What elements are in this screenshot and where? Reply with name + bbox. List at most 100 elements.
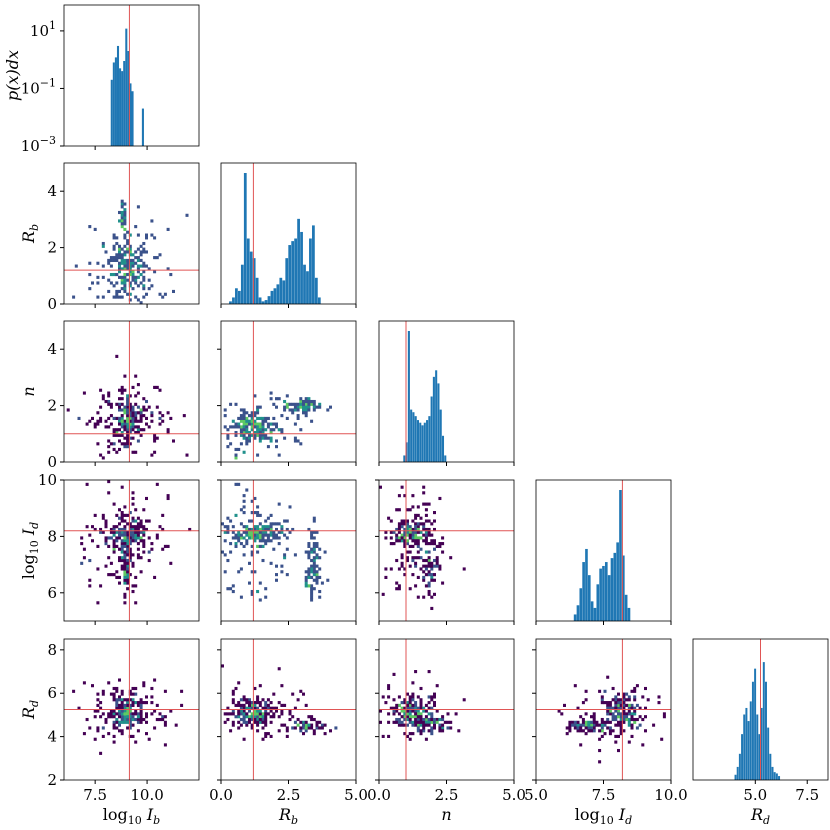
density-cell-103	[120, 202, 124, 206]
density-cell-9	[414, 709, 418, 713]
density-cell-150	[123, 703, 127, 707]
density-cell-42	[256, 544, 260, 548]
density-cell-143	[662, 715, 666, 719]
density-cell-35	[131, 712, 135, 716]
density-cell-214	[269, 513, 273, 517]
density-cell-164	[93, 513, 97, 517]
density-cell-152	[406, 734, 409, 738]
density-cell-131	[419, 686, 423, 691]
density-cell-129	[169, 709, 173, 713]
density-cell-39	[627, 712, 631, 716]
density-cell-11	[120, 287, 124, 291]
density-cell-29	[123, 706, 127, 710]
density-cell-123	[285, 394, 289, 398]
density-cell-198	[158, 292, 162, 296]
density-cell-85	[397, 717, 401, 722]
density-cell-137	[400, 553, 404, 557]
density-cell-185	[283, 703, 287, 707]
density-cell-119	[435, 558, 439, 563]
density-cell-155	[237, 701, 241, 705]
density-cell-193	[606, 675, 610, 679]
density-cell-180	[150, 233, 154, 237]
hist-bar-10	[258, 297, 262, 304]
density-cell-45	[126, 442, 130, 446]
density-cell-178	[155, 436, 159, 440]
density-cell-166	[239, 442, 243, 446]
density-cell-181	[107, 439, 111, 443]
density-cell-26	[256, 712, 260, 716]
density-cell-148	[288, 717, 292, 722]
density-cell-54	[134, 261, 138, 265]
density-cell-87	[250, 519, 254, 523]
density-cell-43	[126, 258, 130, 262]
density-cell-11	[123, 720, 127, 724]
density-cell-89	[237, 709, 241, 713]
density-cell-221	[120, 516, 124, 520]
density-cell-152	[614, 734, 618, 738]
density-cell-60	[115, 720, 119, 724]
density-cell-144	[88, 287, 92, 291]
density-cell-75	[131, 405, 135, 409]
density-cell-0	[118, 536, 121, 540]
density-cell-110	[299, 720, 303, 724]
density-cell-168	[280, 564, 284, 568]
density-cell-197	[136, 556, 140, 560]
density-cell-189	[266, 436, 270, 440]
density-cell-121	[304, 399, 308, 404]
density-cell-99	[123, 216, 127, 220]
density-cell-129	[603, 732, 607, 736]
density-cell-51	[239, 416, 243, 420]
density-cell-162	[158, 388, 162, 392]
density-cell-182	[630, 734, 634, 738]
density-cell-35	[416, 695, 420, 699]
density-cell-152	[134, 295, 138, 299]
density-cell-137	[223, 720, 227, 724]
density-cell-1	[131, 536, 135, 540]
density-cell-31	[134, 539, 138, 543]
density-cell-116	[112, 723, 116, 727]
density-cell-180	[438, 496, 442, 501]
density-cell-113	[134, 374, 138, 378]
density-cell-16	[258, 416, 262, 420]
density-cell-61	[258, 527, 262, 532]
density-cell-11	[136, 439, 140, 443]
density-cell-182	[99, 453, 103, 457]
density-cell-109	[107, 681, 111, 685]
density-cell-49	[403, 542, 407, 546]
hist-bar-2	[235, 288, 238, 304]
density-cell-206	[242, 499, 246, 503]
hist-panel-logIb	[110, 5, 144, 147]
density-cell-146	[590, 715, 593, 719]
hist-bar-1	[232, 297, 235, 304]
density-cell-56	[242, 709, 246, 713]
density-cell-171	[112, 428, 116, 432]
density-cell-20	[134, 701, 138, 705]
density-cell-162	[258, 581, 262, 585]
density-cell-196	[128, 550, 132, 554]
density-cell-50	[248, 530, 251, 534]
density-cell-77	[231, 698, 235, 702]
density-cell-66	[422, 717, 426, 722]
density-cell-94	[590, 723, 593, 727]
density-cell-76	[109, 272, 113, 277]
density-cell-154	[82, 681, 86, 685]
density-cell-158	[234, 542, 238, 546]
density-cell-187	[304, 414, 308, 418]
density-cell-229	[250, 550, 254, 554]
density-cell-85	[625, 692, 629, 696]
density-cell-63	[258, 720, 262, 724]
density-cell-112	[403, 723, 407, 727]
density-cell-2	[248, 533, 251, 537]
density-cell-97	[139, 712, 143, 716]
density-cell-48	[128, 723, 132, 727]
density-cell-4	[406, 717, 409, 722]
density-cell-25	[128, 709, 132, 713]
density-cell-21	[245, 527, 249, 532]
density-cell-217	[169, 561, 173, 565]
xlabel-n: n	[441, 805, 451, 824]
density-cell-177	[296, 698, 300, 702]
ytick-label-1: 10−1	[21, 76, 56, 97]
density-cell-45	[264, 703, 268, 707]
density-cell-21	[406, 539, 409, 543]
density-cell-161	[161, 513, 165, 517]
